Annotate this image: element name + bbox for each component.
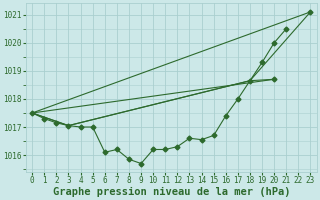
X-axis label: Graphe pression niveau de la mer (hPa): Graphe pression niveau de la mer (hPa) [52, 186, 290, 197]
